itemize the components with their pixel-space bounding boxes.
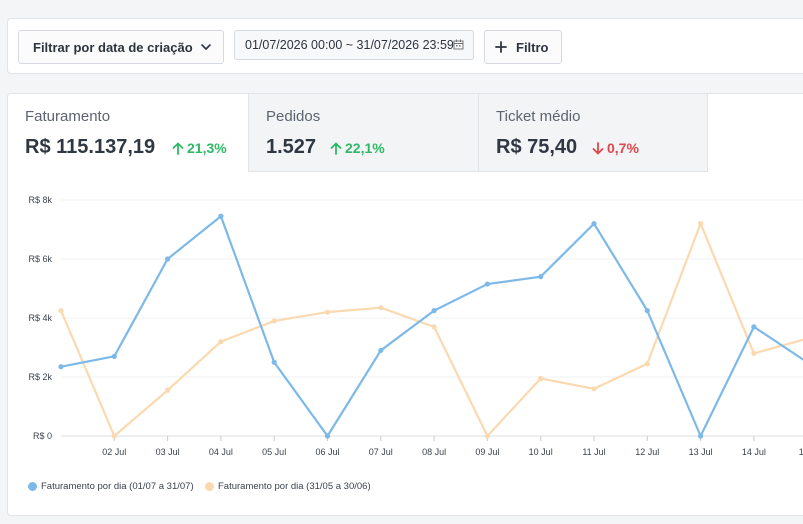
data-point-previous bbox=[591, 386, 597, 392]
kpi-delta: 21,3% bbox=[172, 140, 227, 156]
data-point-current bbox=[324, 433, 331, 439]
data-point-current bbox=[378, 347, 384, 354]
data-point-current bbox=[484, 281, 490, 287]
filter-bar: Filtrar por data de criação 01/07/2026 0… bbox=[7, 18, 803, 74]
y-tick-label: R$ 2k bbox=[28, 372, 52, 382]
legend-label-previous: Faturamento por dia (31/05 a 30/06) bbox=[218, 481, 371, 492]
kpi-tab-revenue[interactable]: Faturamento R$ 115.137,19 21,3% bbox=[8, 94, 248, 172]
arrow-down-icon bbox=[592, 141, 604, 154]
x-tick-label: 03 Jul bbox=[156, 447, 180, 457]
data-point-previous bbox=[218, 339, 224, 345]
kpi-value: 1.527 bbox=[266, 136, 317, 158]
data-point-previous bbox=[538, 375, 544, 382]
data-point-current bbox=[431, 308, 437, 314]
kpi-label: Ticket médio bbox=[496, 108, 581, 125]
kpi-tab-orders[interactable]: Pedidos 1.527 22,1% bbox=[248, 94, 478, 172]
data-point-current bbox=[751, 324, 757, 330]
x-tick-label: 10 Jul bbox=[529, 447, 553, 457]
revenue-line-chart: R$ 0 R$ 2k R$ 4k R$ 6k R$ 8k 02 Jul 03 Jul 04 J… bbox=[28, 195, 803, 457]
legend-item-current[interactable]: Faturamento por dia (01/07 a 31/07) bbox=[28, 481, 194, 492]
data-point-current bbox=[591, 221, 597, 227]
y-tick-label: R$ 4k bbox=[28, 313, 52, 323]
kpi-value: R$ 75,40 bbox=[496, 136, 578, 158]
x-tick-label: 11 Jul bbox=[582, 447, 605, 457]
data-point-current bbox=[111, 353, 117, 359]
arrow-up-icon bbox=[330, 142, 342, 155]
legend-swatch-current bbox=[28, 482, 37, 491]
kpi-label: Faturamento bbox=[25, 108, 111, 125]
y-tick-label: R$ 8k bbox=[28, 195, 52, 205]
kpi-tab-average-ticket[interactable]: Ticket médio R$ 75,40 0,7% bbox=[478, 94, 708, 172]
kpi-delta-value: 22,1% bbox=[345, 140, 385, 156]
data-point-current bbox=[58, 364, 64, 370]
data-point-previous bbox=[58, 308, 64, 314]
data-point-previous bbox=[698, 221, 704, 227]
data-point-current bbox=[644, 308, 650, 314]
add-filter-button[interactable]: Filtro bbox=[484, 30, 562, 64]
x-tick-label: 07 Jul bbox=[369, 447, 393, 457]
data-point-current bbox=[538, 274, 544, 280]
data-point-previous bbox=[165, 387, 171, 393]
x-tick-label: 15 J bbox=[799, 447, 803, 457]
x-tick-label: 08 Jul bbox=[422, 447, 446, 457]
data-point-previous bbox=[751, 350, 757, 356]
data-point-current bbox=[698, 433, 704, 439]
x-tick-label: 04 Jul bbox=[209, 447, 233, 457]
data-point-previous bbox=[644, 361, 650, 367]
data-point-previous bbox=[378, 305, 384, 311]
x-tick-label: 14 Jul bbox=[742, 447, 766, 457]
data-point-previous bbox=[484, 433, 490, 439]
y-tick-label: R$ 6k bbox=[28, 254, 52, 264]
date-range-input[interactable]: 01/07/2026 00:00 ~ 31/07/2026 23:59 bbox=[234, 30, 474, 60]
legend-swatch-previous bbox=[205, 482, 214, 491]
data-point-previous bbox=[431, 324, 437, 330]
kpi-label: Pedidos bbox=[266, 108, 321, 125]
plus-icon bbox=[495, 41, 507, 53]
legend-item-previous[interactable]: Faturamento por dia (31/05 a 30/06) bbox=[205, 481, 371, 492]
date-filter-dropdown[interactable]: Filtrar por data de criação bbox=[18, 30, 224, 64]
kpi-delta: 22,1% bbox=[330, 140, 385, 156]
filter-button-label: Filtro bbox=[516, 39, 549, 55]
kpi-delta-value: 21,3% bbox=[187, 140, 227, 156]
kpi-delta: 0,7% bbox=[592, 140, 639, 156]
data-point-previous bbox=[271, 318, 277, 324]
x-tick-label: 13 Jul bbox=[689, 447, 713, 457]
x-tick-label: 12 Jul bbox=[635, 447, 659, 457]
data-point-current bbox=[165, 256, 171, 262]
x-tick-label: 02 Jul bbox=[102, 447, 126, 457]
data-point-previous bbox=[111, 433, 117, 439]
revenue-card: Faturamento R$ 115.137,19 21,3% Pedidos … bbox=[7, 93, 803, 516]
kpi-delta-value: 0,7% bbox=[607, 140, 639, 156]
data-point-previous bbox=[324, 309, 331, 315]
x-tick-label: 06 Jul bbox=[315, 447, 339, 457]
data-point-current bbox=[218, 213, 224, 219]
legend-label-current: Faturamento por dia (01/07 a 31/07) bbox=[41, 481, 194, 492]
x-tick-label: 05 Jul bbox=[262, 447, 286, 457]
data-point-current bbox=[271, 359, 277, 365]
date-filter-label: Filtrar por data de criação bbox=[33, 39, 193, 55]
arrow-up-icon bbox=[172, 142, 184, 155]
calendar-icon bbox=[453, 39, 464, 53]
chevron-down-icon bbox=[200, 41, 212, 56]
kpi-value: R$ 115.137,19 bbox=[25, 136, 156, 158]
y-tick-label: R$ 0 bbox=[33, 431, 52, 441]
x-tick-label: 09 Jul bbox=[475, 447, 499, 457]
date-range-value: 01/07/2026 00:00 ~ 31/07/2026 23:59 bbox=[245, 38, 454, 52]
